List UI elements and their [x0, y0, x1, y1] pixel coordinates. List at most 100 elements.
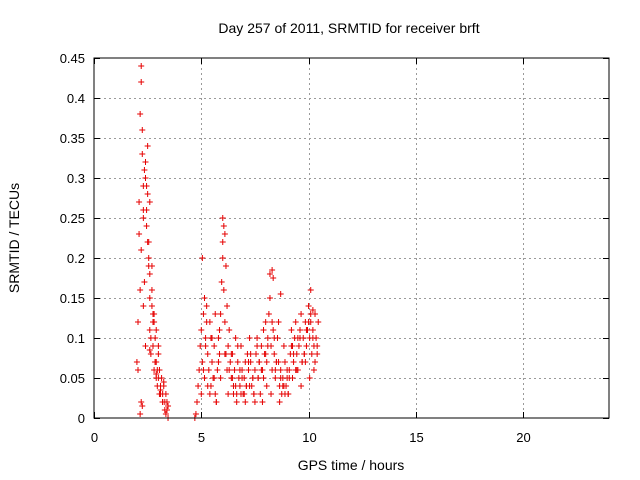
- data-point: [264, 343, 271, 349]
- data-point: [219, 239, 226, 245]
- data-point: [302, 359, 309, 365]
- data-point: [195, 383, 202, 389]
- data-point: [146, 271, 153, 277]
- data-point: [212, 391, 219, 397]
- data-point: [303, 343, 310, 349]
- axis-ticks: 0 0.05 0.1 0.15 0.2 0.25 0.3 0.35 0.4 0.45 0 5 10 15 2…: [60, 51, 609, 445]
- data-point: [134, 319, 141, 325]
- y-tick-label: 0.4: [67, 91, 85, 106]
- data-point: [285, 391, 292, 397]
- data-point: [141, 279, 148, 285]
- data-point: [225, 391, 232, 397]
- data-point: [194, 399, 200, 405]
- data-point: [234, 359, 241, 365]
- data-point: [303, 327, 310, 333]
- data-point: [233, 399, 240, 405]
- data-point: [144, 239, 151, 245]
- data-point: [314, 351, 321, 357]
- data-point: [198, 391, 205, 397]
- data-point: [146, 199, 153, 205]
- data-point: [305, 319, 312, 325]
- data-point: [155, 351, 162, 357]
- data-point: [216, 351, 223, 357]
- data-point: [273, 359, 280, 365]
- data-point: [277, 367, 284, 373]
- data-point: [147, 351, 154, 357]
- data-point: [226, 367, 233, 373]
- data-point: [148, 303, 155, 309]
- data-point: [246, 383, 253, 389]
- data-point: [309, 327, 316, 333]
- data-point: [270, 327, 277, 333]
- data-point: [155, 375, 162, 381]
- data-point: [148, 287, 155, 293]
- x-tick-label: 15: [409, 430, 423, 445]
- x-tick-label: 20: [516, 430, 530, 445]
- grid: [94, 58, 609, 418]
- data-point: [142, 175, 149, 181]
- data-point: [136, 231, 143, 237]
- data-point: [142, 159, 149, 165]
- data-point: [290, 359, 297, 365]
- data-point: [201, 375, 208, 381]
- chart-title: Day 257 of 2011, SRMTID for receiver brf…: [218, 20, 479, 36]
- data-point: [192, 411, 199, 417]
- data-point: [254, 335, 261, 341]
- data-point: [212, 311, 219, 317]
- data-point: [145, 255, 152, 261]
- data-point: [146, 295, 153, 301]
- data-point: [157, 387, 164, 393]
- data-point: [143, 183, 150, 189]
- data-point: [236, 367, 243, 373]
- data-point: [165, 403, 172, 409]
- data-point: [150, 319, 157, 325]
- data-point: [275, 319, 282, 325]
- data-point: [262, 351, 269, 357]
- data-point: [249, 375, 256, 381]
- data-point: [160, 379, 167, 385]
- y-tick-label: 0.35: [60, 131, 85, 146]
- data-point: [220, 223, 227, 229]
- data-points: [133, 63, 322, 421]
- data-point: [310, 367, 317, 373]
- x-tick-label: 0: [91, 430, 98, 445]
- data-point: [198, 327, 205, 333]
- data-point: [265, 311, 272, 317]
- data-point: [139, 151, 146, 157]
- data-point: [156, 391, 163, 397]
- data-point: [214, 367, 221, 373]
- data-point: [138, 79, 145, 85]
- data-point: [263, 359, 270, 365]
- data-point: [206, 391, 213, 397]
- data-point: [140, 207, 147, 213]
- data-point: [242, 399, 249, 405]
- data-point: [219, 215, 226, 221]
- data-point: [211, 343, 218, 349]
- data-point: [301, 351, 308, 357]
- data-point: [226, 327, 233, 333]
- data-point: [269, 267, 276, 273]
- data-point: [307, 311, 314, 317]
- data-point: [203, 319, 210, 325]
- data-point: [272, 367, 279, 373]
- data-point: [211, 375, 218, 381]
- data-point: [288, 343, 295, 349]
- data-point: [289, 375, 296, 381]
- data-point: [215, 335, 222, 341]
- data-point: [141, 167, 148, 173]
- data-point: [305, 303, 312, 309]
- data-point: [284, 375, 291, 381]
- data-point: [203, 303, 210, 309]
- data-point: [271, 335, 278, 341]
- data-point: [268, 391, 275, 397]
- data-point: [309, 307, 316, 313]
- data-point: [153, 371, 160, 377]
- data-point: [297, 327, 303, 333]
- data-point: [269, 319, 276, 325]
- data-point: [138, 63, 145, 69]
- data-point: [245, 359, 252, 365]
- data-point: [153, 327, 160, 333]
- data-point: [204, 351, 211, 357]
- data-point: [200, 311, 207, 317]
- data-point: [202, 335, 209, 341]
